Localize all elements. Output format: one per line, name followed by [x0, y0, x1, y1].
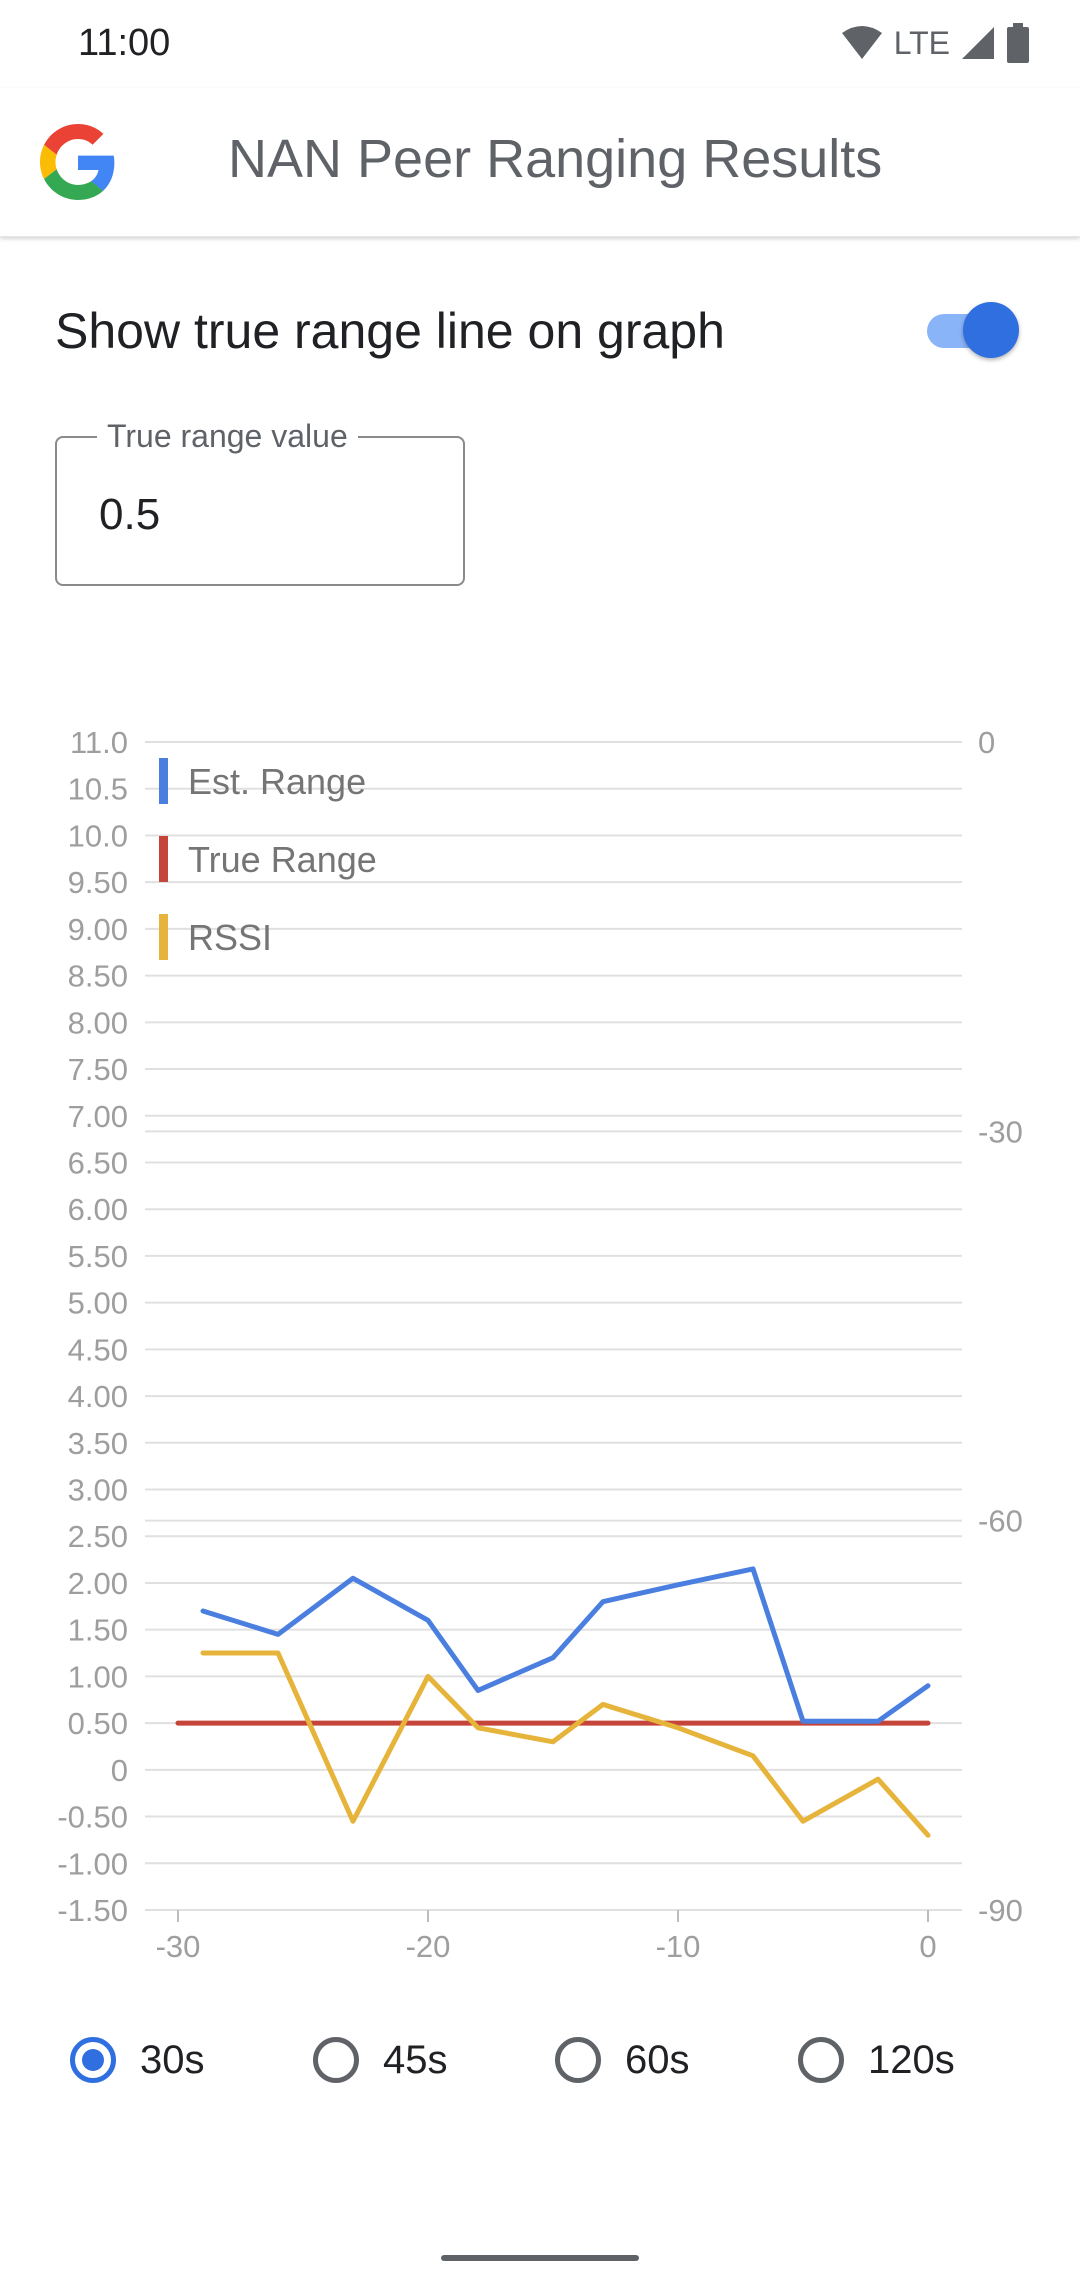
toggle-label: Show true range line on graph [55, 303, 725, 359]
battery-icon [1007, 23, 1029, 63]
y2-tick-label: -90 [978, 1893, 1023, 1928]
y-tick-label: -1.50 [57, 1893, 128, 1928]
true-range-toggle-row[interactable]: Show true range line on graph [55, 290, 1025, 370]
x-tick-label: -10 [656, 1929, 701, 1964]
google-g-logo [40, 124, 115, 200]
y-tick-label: 9.00 [68, 912, 128, 947]
radio-120s-circle[interactable] [798, 2037, 844, 2083]
network-type-label: LTE [893, 24, 950, 61]
time-window-radio-group: 30s 45s 60s 120s [0, 2025, 1080, 2095]
radio-60s-circle[interactable] [555, 2037, 601, 2083]
y2-tick-label: -60 [978, 1504, 1023, 1539]
y2-tick-label: 0 [978, 725, 995, 760]
y-tick-label: -0.50 [57, 1800, 128, 1835]
series-rssi [200, 1650, 931, 1838]
y-tick-label: 11.0 [70, 725, 128, 760]
radio-120s[interactable]: 120s [798, 2025, 955, 2095]
true-range-field[interactable]: True range value [55, 418, 465, 586]
y-tick-label: 2.00 [68, 1566, 128, 1601]
y2-tick-label: -30 [978, 1114, 1023, 1149]
cell-signal-icon [962, 27, 994, 59]
radio-60s-label: 60s [625, 2037, 690, 2082]
y-tick-label: 9.50 [68, 865, 128, 900]
legend-label: True Range [188, 839, 377, 880]
y-tick-label: 3.50 [68, 1426, 128, 1461]
app-bar: NAN Peer Ranging Results [0, 88, 1080, 237]
status-bar: 11:00 LTE [0, 0, 1080, 88]
y-tick-label: 10.5 [68, 772, 128, 807]
series-est-range [200, 1566, 931, 1724]
y-tick-label: 7.00 [68, 1099, 128, 1134]
radio-30s-circle[interactable] [70, 2037, 116, 2083]
radio-45s-circle[interactable] [313, 2037, 359, 2083]
legend-swatch [159, 758, 168, 804]
y-tick-label: 8.50 [68, 959, 128, 994]
true-range-field-label: True range value [97, 418, 358, 455]
status-time: 11:00 [78, 22, 171, 64]
y-tick-label: 5.50 [68, 1239, 128, 1274]
home-indicator[interactable] [441, 2255, 639, 2261]
y-tick-label: 7.50 [68, 1052, 128, 1087]
legend-label: RSSI [188, 917, 272, 958]
true-range-input[interactable] [99, 490, 419, 540]
y-tick-label: 4.00 [68, 1379, 128, 1414]
y-tick-label: -1.00 [57, 1846, 128, 1881]
y-tick-label: 8.00 [68, 1005, 128, 1040]
radio-60s[interactable]: 60s [555, 2025, 690, 2095]
y-tick-label: 3.00 [68, 1473, 128, 1508]
y-tick-label: 4.50 [68, 1332, 128, 1367]
y-tick-label: 6.50 [68, 1145, 128, 1180]
radio-45s-label: 45s [383, 2037, 448, 2082]
y-tick-label: 10.0 [68, 818, 128, 853]
x-tick-label: -20 [406, 1929, 451, 1964]
radio-45s[interactable]: 45s [313, 2025, 448, 2095]
wifi-icon [841, 26, 882, 59]
y-tick-label: 0.50 [68, 1706, 128, 1741]
y-tick-label: 1.00 [68, 1659, 128, 1694]
x-tick-label: -30 [156, 1929, 201, 1964]
switch-thumb [963, 302, 1019, 358]
y-tick-label: 0 [111, 1753, 128, 1788]
radio-30s-label: 30s [140, 2037, 205, 2082]
legend-swatch [159, 914, 168, 960]
ranging-chart: 11.0 10.5 10.0 9.50 9.00 8.50 8.00 7.50 7.00 6.50… [57, 725, 1023, 1964]
x-tick-label: 0 [919, 1929, 936, 1964]
y-tick-label: 5.00 [68, 1286, 128, 1321]
radio-120s-label: 120s [868, 2037, 955, 2082]
true-range-switch[interactable] [921, 302, 1019, 358]
legend-swatch [159, 836, 168, 882]
legend-label: Est. Range [188, 761, 366, 802]
y-tick-label: 2.50 [68, 1519, 128, 1554]
radio-30s[interactable]: 30s [70, 2025, 205, 2095]
y-tick-label: 6.00 [68, 1192, 128, 1227]
y-tick-label: 1.50 [68, 1613, 128, 1648]
page-title: NAN Peer Ranging Results [228, 129, 883, 189]
status-icons: LTE [840, 18, 1030, 68]
